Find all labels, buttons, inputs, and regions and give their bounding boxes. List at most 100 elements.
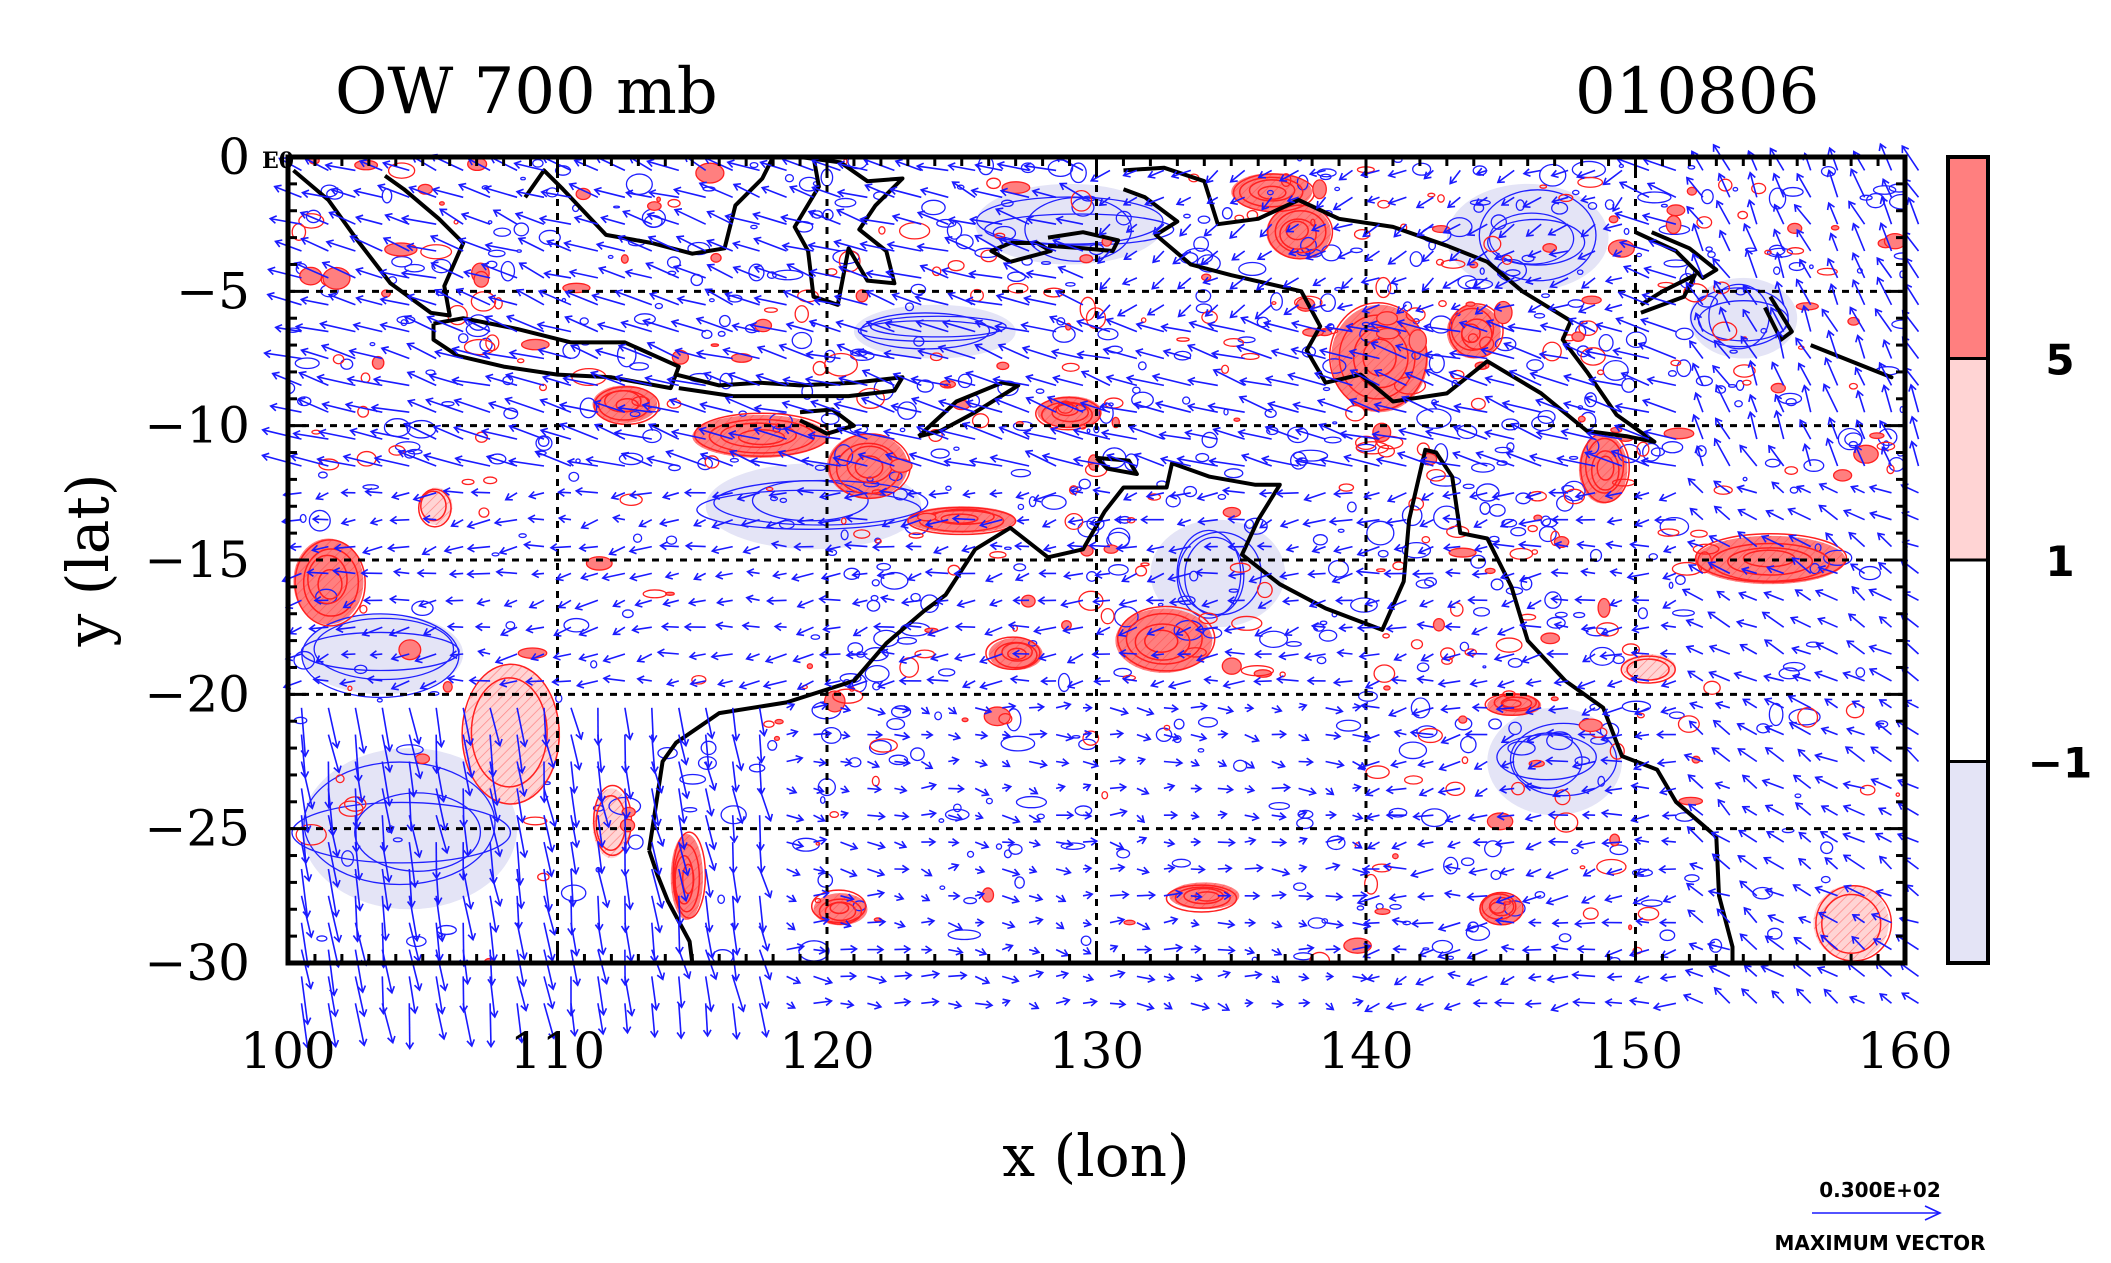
negative-contour <box>503 407 519 420</box>
positive-contour <box>1531 549 1539 555</box>
wind-vector <box>1271 999 1285 1009</box>
positive-contour <box>672 831 707 919</box>
negative-contour <box>1660 203 1668 208</box>
negative-contour <box>1040 260 1052 265</box>
negative-contour <box>779 497 788 504</box>
negative-contour <box>1035 388 1045 394</box>
negative-contour <box>1844 432 1863 447</box>
positive-contour <box>907 506 1017 536</box>
negative-contour <box>657 746 678 760</box>
wind-vector <box>726 159 760 172</box>
reference-vector-value: 0.300E+02 <box>1819 1178 1941 1202</box>
negative-contour <box>1462 483 1475 490</box>
positive-contour <box>1832 469 1853 482</box>
positive-contour <box>1713 485 1733 495</box>
negative-contour <box>1872 185 1897 195</box>
wind-vector <box>358 159 383 172</box>
negative-contour <box>1285 641 1302 647</box>
negative-contour <box>985 797 993 805</box>
wind-vector <box>1298 998 1311 1008</box>
positive-contour <box>1293 295 1323 310</box>
wind-vector <box>1572 997 1596 1007</box>
negative-contour <box>1081 195 1097 202</box>
colorbar-band <box>1946 760 1990 965</box>
positive-contour <box>438 201 445 206</box>
wind-vector <box>1055 997 1071 1006</box>
colorbar-band <box>1946 558 1990 763</box>
wind-vector <box>948 1000 963 1010</box>
positive-contour <box>1571 331 1585 342</box>
negative-contour <box>1507 657 1523 668</box>
negative-contour <box>1195 452 1210 463</box>
negative-contour <box>1197 716 1219 728</box>
negative-contour <box>1292 449 1329 462</box>
wind-vector <box>573 158 599 172</box>
negative-contour <box>1672 609 1695 617</box>
positive-contour <box>1686 186 1698 196</box>
negative-contour <box>1356 905 1365 911</box>
wind-vector <box>1271 975 1281 984</box>
negative-contour <box>1625 331 1647 349</box>
wind-vector <box>1628 996 1650 1006</box>
wind-vector <box>1352 973 1369 983</box>
wind-vector <box>676 976 686 1009</box>
negative-contour <box>394 441 421 453</box>
positive-contour <box>1079 254 1094 264</box>
positive-contour <box>667 198 681 208</box>
negative-contour <box>1764 458 1781 468</box>
negative-contour <box>1318 629 1338 642</box>
wind-vector <box>646 158 680 172</box>
positive-contour <box>414 753 431 765</box>
negative-contour <box>1316 656 1327 665</box>
wind-vector <box>974 975 991 985</box>
positive-contour <box>1101 790 1109 800</box>
negative-contour <box>820 412 840 425</box>
wind-vector <box>1109 999 1127 1009</box>
coastline <box>1763 295 1794 342</box>
negative-contour <box>1113 667 1132 678</box>
negative-contour <box>568 471 580 482</box>
positive-contour <box>1116 605 1216 672</box>
wind-vector <box>622 1003 632 1035</box>
negative-contour <box>1496 734 1597 781</box>
positive-contour <box>1392 853 1399 860</box>
negative-contour <box>713 479 929 526</box>
wind-vector <box>974 161 1003 172</box>
negative-contour <box>995 843 1003 850</box>
negative-contour <box>629 410 641 418</box>
positive-contour <box>1405 307 1426 323</box>
wind-vector <box>1466 975 1488 987</box>
positive-contour <box>1438 300 1447 308</box>
positive-contour <box>1408 497 1425 511</box>
negative-contour <box>1078 478 1092 490</box>
negative-contour <box>1416 408 1452 429</box>
positive-contour <box>1221 657 1242 675</box>
negative-contour <box>819 796 826 804</box>
wind-vector <box>543 976 556 1010</box>
positive-contour <box>985 636 1041 671</box>
negative-contour <box>1041 494 1067 510</box>
y-tick-label: −20 <box>144 665 250 723</box>
negative-contour <box>431 258 452 274</box>
positive-contour <box>420 490 447 522</box>
negative-contour <box>1137 361 1147 371</box>
negative-contour <box>1237 336 1256 344</box>
positive-contour <box>1620 655 1676 684</box>
wind-vector <box>759 159 787 172</box>
negative-contour <box>1078 738 1097 751</box>
positive-contour <box>302 548 360 617</box>
wind-vector <box>1028 969 1045 979</box>
negative-contour <box>1782 661 1806 672</box>
negative-contour <box>1410 697 1431 719</box>
negative-contour <box>1642 442 1661 462</box>
negative-contour <box>1071 734 1081 739</box>
negative-contour <box>1479 501 1491 515</box>
negative-contour <box>1505 269 1521 277</box>
negative-contour <box>1732 186 1739 192</box>
positive-contour <box>1895 792 1901 797</box>
positive-contour <box>1727 547 1814 576</box>
negative-contour <box>1332 421 1338 425</box>
coastline <box>647 849 695 963</box>
negative-contour <box>1538 525 1557 543</box>
positive-contour <box>1403 775 1423 785</box>
